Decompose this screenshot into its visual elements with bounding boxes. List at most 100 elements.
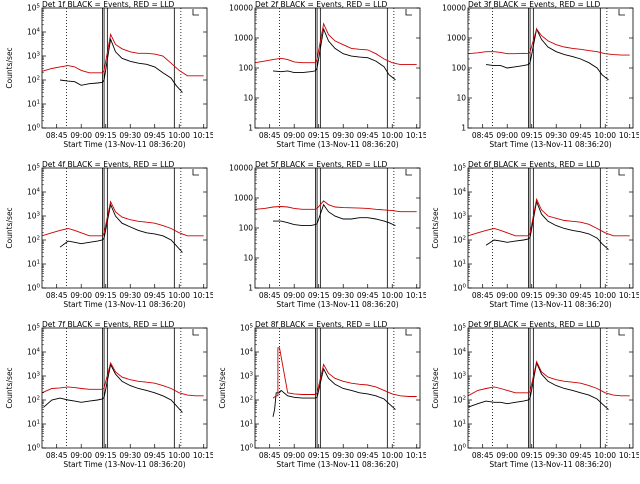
y-tick-label: 101	[27, 100, 40, 109]
x-tick-label: 10:15	[193, 131, 213, 140]
x-tick-label: 09:45	[570, 291, 592, 300]
y-tick-label: 1	[248, 284, 253, 293]
y-tick-label: 10000	[229, 164, 253, 173]
x-tick-label: 09:45	[357, 131, 379, 140]
series-line-events	[59, 202, 183, 253]
chart-svg: Det 8f BLACK = Events, RED = LLD 100 101 10…	[218, 320, 428, 469]
detector-panel-2: Det 2f BLACK = Events, RED = LLD 1 10 100 10…	[213, 0, 428, 160]
chart-title: Det 3f BLACK = Events, RED = LLD	[468, 0, 601, 9]
x-axis-label: Start Time (13-Nov-11 08:36:20)	[276, 300, 398, 309]
chart-svg: Det 7f BLACK = Events, RED = LLD 100 101 10…	[5, 320, 215, 469]
y-tick-label: 104	[27, 28, 41, 37]
x-axis-label: Start Time (13-Nov-11 08:36:20)	[63, 140, 185, 149]
x-tick-label: 09:30	[545, 291, 567, 300]
y-tick-label: 10	[243, 254, 253, 263]
chart-title: Det 8f BLACK = Events, RED = LLD	[255, 320, 388, 329]
y-tick-label: 101	[240, 420, 253, 429]
y-tick-label: 103	[240, 372, 254, 381]
chart-title: Det 5f BLACK = Events, RED = LLD	[255, 160, 388, 169]
x-tick-label: 08:45	[472, 291, 494, 300]
x-tick-label: 09:45	[357, 291, 379, 300]
series-line-lld	[467, 360, 630, 397]
x-tick-label: 09:45	[144, 131, 166, 140]
chart-title: Det 2f BLACK = Events, RED = LLD	[255, 0, 388, 9]
corner-marker	[405, 9, 412, 16]
corner-marker	[618, 169, 625, 176]
y-tick-label: 105	[240, 324, 254, 333]
series-line-events	[59, 37, 183, 93]
x-tick-label: 10:00	[594, 131, 616, 140]
x-tick-label: 09:15	[521, 451, 543, 460]
y-tick-label: 102	[240, 396, 253, 405]
plot-frame	[41, 327, 208, 449]
x-tick-label: 09:30	[332, 291, 354, 300]
detector-panel-9: Det 9f BLACK = Events, RED = LLD 100 101 10…	[426, 320, 640, 480]
y-tick-label: 100	[239, 224, 254, 233]
series-line-lld	[41, 200, 204, 237]
y-tick-label: 102	[453, 396, 466, 405]
y-axis-label: Counts/sec	[5, 207, 14, 248]
y-tick-label: 101	[27, 420, 40, 429]
y-tick-label: 1000	[234, 194, 253, 203]
x-tick-label: 10:00	[381, 291, 403, 300]
y-tick-label: 101	[453, 420, 466, 429]
x-tick-label: 09:15	[308, 291, 330, 300]
plot-frame	[41, 7, 208, 129]
y-tick-label: 103	[27, 52, 41, 61]
series-line-lld	[41, 32, 204, 77]
x-tick-label: 09:30	[119, 451, 141, 460]
detector-panel-6: Det 6f BLACK = Events, RED = LLD 100 101 10…	[426, 160, 640, 320]
y-tick-label: 10	[243, 94, 253, 103]
x-tick-label: 10:00	[168, 131, 190, 140]
y-tick-label: 100	[27, 124, 41, 133]
y-axis-label: Counts/sec	[5, 367, 14, 408]
x-tick-label: 08:45	[46, 451, 68, 460]
x-tick-label: 08:45	[259, 291, 281, 300]
y-tick-label: 101	[27, 260, 40, 269]
y-tick-label: 104	[27, 348, 41, 357]
x-tick-label: 09:00	[283, 451, 305, 460]
y-tick-label: 100	[27, 284, 41, 293]
chart-title: Det 1f BLACK = Events, RED = LLD	[42, 0, 175, 9]
x-tick-label: 10:00	[168, 291, 190, 300]
x-tick-label: 09:45	[570, 451, 592, 460]
x-tick-label: 09:15	[521, 131, 543, 140]
x-tick-label: 09:30	[119, 131, 141, 140]
x-tick-label: 10:15	[406, 291, 426, 300]
y-tick-label: 103	[453, 212, 467, 221]
x-tick-label: 09:00	[496, 291, 518, 300]
x-axis-label: Start Time (13-Nov-11 08:36:20)	[63, 300, 185, 309]
x-tick-label: 09:30	[332, 131, 354, 140]
series-line-events	[467, 361, 609, 410]
y-tick-label: 100	[240, 444, 254, 453]
chart-title: Det 6f BLACK = Events, RED = LLD	[468, 160, 601, 169]
chart-svg: Det 4f BLACK = Events, RED = LLD 100 101 10…	[5, 160, 215, 309]
corner-marker	[405, 329, 412, 336]
chart-title: Det 4f BLACK = Events, RED = LLD	[42, 160, 175, 169]
x-tick-label: 09:30	[545, 131, 567, 140]
series-line-lld	[41, 361, 204, 397]
y-tick-label: 100	[452, 64, 467, 73]
x-axis-label: Start Time (13-Nov-11 08:36:20)	[489, 300, 611, 309]
series-line-lld	[254, 200, 417, 213]
y-tick-label: 102	[453, 236, 466, 245]
x-tick-label: 08:45	[472, 451, 494, 460]
x-tick-label: 08:45	[472, 131, 494, 140]
x-tick-label: 08:45	[259, 131, 281, 140]
corner-marker	[405, 169, 412, 176]
x-tick-label: 09:00	[283, 291, 305, 300]
corner-marker	[618, 9, 625, 16]
x-axis-label: Start Time (13-Nov-11 08:36:20)	[276, 460, 398, 469]
x-tick-label: 09:15	[95, 291, 117, 300]
y-axis-label: Counts/sec	[218, 367, 227, 408]
detector-panel-5: Det 5f BLACK = Events, RED = LLD 1 10 100 10…	[213, 160, 428, 320]
chart-title: Det 9f BLACK = Events, RED = LLD	[468, 320, 601, 329]
y-tick-label: 105	[453, 324, 467, 333]
x-tick-label: 09:00	[70, 451, 92, 460]
x-tick-label: 09:15	[521, 291, 543, 300]
x-tick-label: 10:15	[619, 131, 639, 140]
x-tick-label: 09:45	[144, 451, 166, 460]
y-tick-label: 102	[27, 396, 40, 405]
chart-svg: Det 1f BLACK = Events, RED = LLD 100 101 10…	[5, 0, 215, 149]
